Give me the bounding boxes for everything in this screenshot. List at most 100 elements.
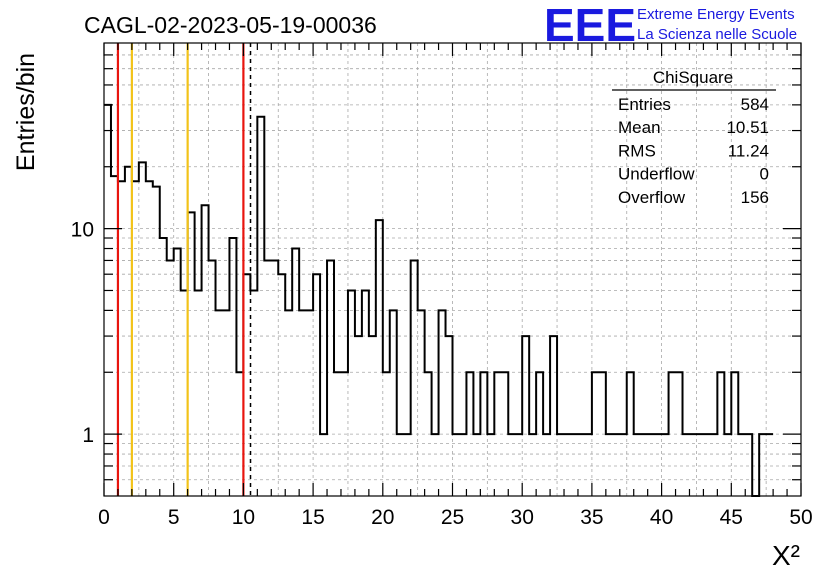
histogram-bin (432, 434, 439, 496)
histogram-bin (745, 434, 752, 496)
histogram-bin (522, 336, 529, 496)
histogram-bin (250, 290, 257, 496)
x-tick-label: 15 (301, 506, 324, 529)
stats-box: ChiSquare Entries 584 Mean 10.51 RMS 11.24 Und… (612, 68, 776, 207)
x-tick-label: 45 (720, 506, 743, 529)
histogram-bin (453, 434, 460, 496)
histogram-bin (209, 260, 216, 496)
histogram-bin (689, 434, 696, 496)
stats-value: 156 (741, 188, 769, 207)
reference-lines (116, 43, 252, 496)
histogram-bin (494, 372, 501, 496)
histogram-bin (543, 434, 550, 496)
histogram-bin (557, 434, 564, 496)
histogram-bin (655, 434, 662, 496)
tick-labels: 0 5 10 15 20 25 30 35 40 45 50 1 10 (71, 219, 813, 529)
histogram-bin (724, 434, 731, 496)
histogram-bin (446, 336, 453, 496)
histogram-bin (564, 434, 571, 496)
histogram-outline (104, 103, 774, 497)
histogram-bin (306, 310, 313, 496)
histogram-bin (292, 249, 299, 496)
histogram-bin (571, 434, 578, 496)
histogram-bin (174, 249, 181, 496)
stats-value: 11.24 (728, 141, 769, 160)
histogram-bin (480, 372, 487, 496)
x-tick-label: 35 (580, 506, 603, 529)
histogram-bin (376, 220, 383, 496)
histogram-bin (662, 434, 669, 496)
eee-logo: EEE Extreme Energy Events La Scienza nel… (544, 0, 797, 51)
histogram-bin (313, 274, 320, 496)
histogram-bin (738, 434, 745, 496)
histogram-bin (271, 260, 278, 496)
histogram-bin (696, 434, 703, 496)
histogram-bin (418, 310, 425, 496)
histogram-bin (606, 434, 613, 496)
histogram-bin (717, 372, 724, 496)
histogram-bin (404, 434, 411, 496)
histogram-bin (104, 105, 111, 496)
histogram-bin (257, 117, 264, 496)
x-tick-label: 50 (789, 506, 812, 529)
histogram-bin (648, 434, 655, 496)
stats-label: Entries (618, 95, 671, 114)
y-axis-label: Entries/bin (12, 53, 40, 171)
histogram-bin (348, 290, 355, 496)
histogram-bin (599, 372, 606, 496)
histogram-bin (397, 434, 404, 496)
histogram-bin (229, 238, 236, 496)
stats-label: Overflow (618, 188, 686, 207)
histogram-bin (341, 372, 348, 496)
histogram-bin (195, 290, 202, 496)
histogram-bin (759, 434, 766, 496)
chart-title: CAGL-02-2023-05-19-00036 (84, 12, 377, 38)
histogram-bin (703, 434, 710, 496)
histogram-bin (160, 238, 167, 496)
histogram-bin (369, 336, 376, 496)
histogram-bin (529, 434, 536, 496)
histogram-bin (327, 260, 334, 496)
x-tick-label: 10 (232, 506, 255, 529)
histogram-bin (153, 187, 160, 496)
histogram-bin (334, 372, 341, 496)
histogram-bin (167, 260, 174, 496)
histogram-bin (473, 434, 480, 496)
histogram-bin (683, 434, 690, 496)
x-tick-label: 25 (441, 506, 464, 529)
histogram-bin (508, 434, 515, 496)
histogram-bin (411, 260, 418, 496)
histogram-bin (731, 372, 738, 496)
histogram-bin (515, 434, 522, 496)
stats-label: RMS (618, 141, 656, 160)
stats-label: Mean (618, 118, 661, 137)
histogram (104, 103, 774, 497)
stats-value: 10.51 (726, 118, 769, 137)
logo-letters: EEE (544, 0, 636, 51)
histogram-bin (264, 260, 271, 496)
histogram-bin (285, 310, 292, 496)
stats-label: Underflow (618, 165, 695, 184)
histogram-bin (439, 310, 446, 496)
histogram-bin (592, 372, 599, 496)
histogram-bin (425, 372, 432, 496)
histogram-bin (355, 336, 362, 496)
histogram-bin (641, 434, 648, 496)
histogram-bin (466, 372, 473, 496)
x-tick-label: 30 (511, 506, 534, 529)
y-tick-label: 10 (71, 219, 94, 242)
x-axis-label: X² (772, 540, 800, 571)
x-tick-label: 5 (168, 506, 180, 529)
histogram-bin (216, 310, 223, 496)
histogram-bin (320, 434, 327, 496)
histogram-bin (550, 336, 557, 496)
histogram-bin (501, 372, 508, 496)
histogram-bin (766, 434, 773, 496)
histogram-bin (146, 181, 153, 496)
histogram-bin (278, 274, 285, 496)
histogram-bin (390, 310, 397, 496)
histogram-bin (362, 290, 369, 496)
histogram-bin (487, 434, 494, 496)
histogram-bin (202, 205, 209, 496)
